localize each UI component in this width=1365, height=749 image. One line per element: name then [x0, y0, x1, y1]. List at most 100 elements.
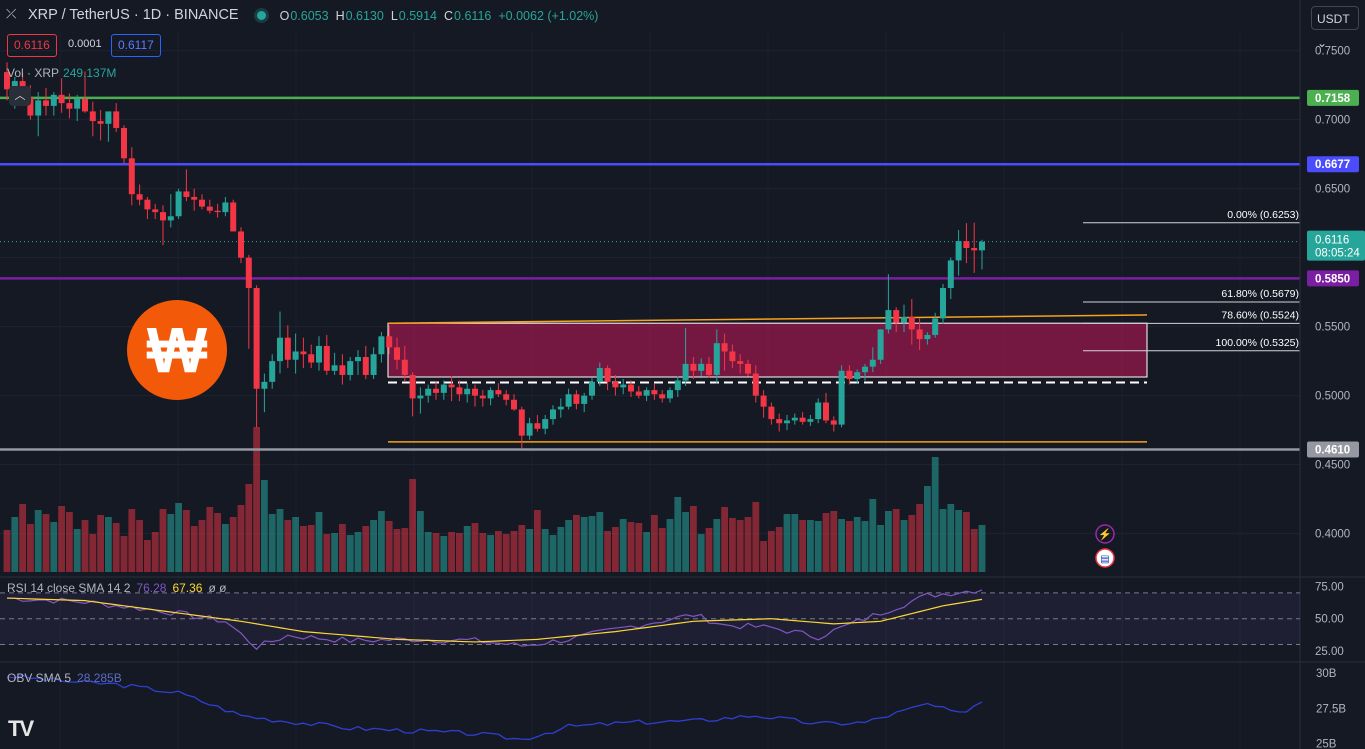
- current-price-label: 0.6116: [1315, 235, 1349, 247]
- volume-bar: [526, 529, 533, 572]
- buy-price-button[interactable]: 0.6117: [111, 34, 161, 57]
- volume-bar: [955, 510, 962, 572]
- candle-body: [581, 395, 588, 404]
- candle-body: [940, 288, 946, 319]
- volume-bar: [409, 479, 416, 572]
- upper-trendline: [387, 314, 1148, 324]
- candle-body: [339, 365, 346, 375]
- volume-bar: [830, 511, 838, 572]
- volume-bar: [300, 526, 307, 572]
- price-tick-label: 0.4500: [1315, 460, 1350, 472]
- volume-bar: [713, 519, 721, 572]
- volume-bar: [159, 509, 167, 572]
- volume-bar: [939, 509, 947, 572]
- candle-body: [417, 395, 424, 399]
- volume-bar: [604, 531, 611, 572]
- volume-bar: [846, 521, 853, 572]
- candle-body: [394, 347, 400, 360]
- rsi-tick-label: 25.00: [1315, 646, 1344, 658]
- currency-select[interactable]: USDT ⌄: [1311, 6, 1359, 50]
- candle-body: [971, 248, 978, 251]
- volume-bar: [315, 512, 323, 572]
- candle-body: [253, 288, 260, 389]
- svg-text:⚡: ⚡: [1098, 528, 1112, 541]
- candle-body: [963, 241, 970, 248]
- candle-body: [58, 94, 65, 104]
- volume-bar: [417, 511, 424, 572]
- fib-label: 100.00% (0.5325): [1216, 337, 1299, 349]
- level-price-label: 0.6677: [1315, 159, 1350, 171]
- volume-bar: [666, 519, 674, 572]
- volume-bar: [362, 526, 370, 572]
- obv-value: 28.285B: [77, 671, 122, 685]
- volume-bar: [838, 519, 845, 572]
- volume-bar: [534, 510, 541, 572]
- candle-body: [425, 388, 432, 396]
- volume-bar: [931, 457, 939, 572]
- volume-bar: [900, 520, 908, 572]
- candle-body: [448, 384, 455, 388]
- volume-bar: [885, 511, 892, 572]
- volume-bar: [908, 515, 916, 572]
- candle-body: [862, 366, 868, 373]
- volume-bar: [565, 520, 572, 572]
- volume-bar: [822, 513, 830, 572]
- volume-value: 249.137M: [63, 66, 117, 80]
- volume-bar: [760, 541, 767, 572]
- volume-bar: [97, 515, 104, 572]
- volume-bar: [619, 519, 627, 572]
- volume-bar: [66, 512, 73, 572]
- candle-body: [955, 241, 962, 261]
- candle-body: [440, 384, 447, 393]
- candle-body: [932, 318, 939, 335]
- candle-body: [721, 343, 728, 352]
- level-price-label: 0.7158: [1315, 93, 1351, 105]
- fib-label: 78.60% (0.5524): [1221, 309, 1299, 321]
- obv-line: [6, 674, 983, 741]
- volume-bar: [752, 502, 760, 572]
- candle-body: [66, 103, 73, 109]
- candle-body: [464, 388, 471, 395]
- candle-body: [433, 388, 439, 393]
- candle-body: [50, 94, 57, 106]
- candle-body: [752, 373, 759, 396]
- volume-bar: [214, 513, 221, 572]
- candle-body: [362, 357, 369, 375]
- volume-bar: [393, 529, 401, 572]
- volume-bar: [42, 514, 50, 572]
- candle-body: [183, 191, 190, 197]
- candle-body: [222, 202, 229, 213]
- price-tick-label: 0.7500: [1315, 46, 1350, 58]
- candle-body: [167, 216, 174, 221]
- candle-body: [846, 370, 853, 380]
- volume-bar: [596, 512, 604, 572]
- volume-bar: [924, 486, 931, 572]
- candle-body: [908, 316, 915, 330]
- collapse-chevron-icon[interactable]: ︿: [9, 86, 31, 106]
- market-status-icon: [256, 10, 266, 20]
- candle-body: [893, 310, 900, 323]
- volume-bar: [721, 507, 728, 572]
- candle-body: [191, 196, 198, 200]
- level-price-label: 0.5850: [1315, 273, 1350, 285]
- volume-bar: [541, 529, 549, 572]
- candle-body: [659, 394, 666, 399]
- price-tick-label: 0.4000: [1315, 529, 1350, 541]
- symbol-title[interactable]: XRP / TetherUS · 1D · BINANCE: [28, 7, 239, 23]
- volume-bar: [783, 514, 791, 572]
- candle-body: [378, 336, 385, 355]
- candle-body: [854, 372, 861, 380]
- rsi-tick-label: 50.00: [1315, 614, 1344, 626]
- spread-value: 0.0001: [68, 38, 102, 50]
- sell-price-button[interactable]: 0.6116: [7, 34, 57, 57]
- volume-bar: [339, 524, 346, 572]
- volume-bar: [916, 504, 923, 572]
- volume-bar: [370, 520, 377, 572]
- volume-bar: [651, 515, 658, 572]
- obv-tick-label: 27.5B: [1316, 703, 1346, 715]
- candle-body: [643, 390, 650, 396]
- candle-body: [199, 199, 205, 207]
- volume-bar: [729, 518, 736, 572]
- svg-text:▤: ▤: [1100, 554, 1109, 565]
